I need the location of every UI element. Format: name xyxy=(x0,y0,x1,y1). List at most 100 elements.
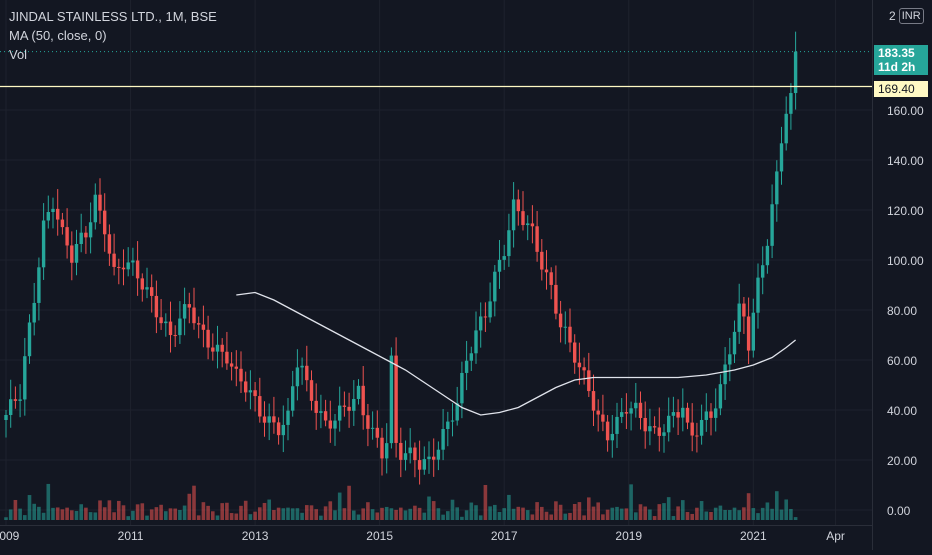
candle-body xyxy=(60,219,65,228)
y-tick-label: 0.00 xyxy=(887,504,911,518)
candle-body xyxy=(544,269,549,273)
candle-body xyxy=(281,424,285,436)
volume-bar xyxy=(258,507,262,520)
volume-bar xyxy=(229,513,234,520)
volume-bar xyxy=(493,504,497,520)
volume-bar xyxy=(333,510,337,520)
candle-body xyxy=(427,456,431,460)
ma-indicator-label[interactable]: MA (50, close, 0) xyxy=(9,28,107,43)
candle-body xyxy=(728,354,732,365)
volume-bar xyxy=(568,512,572,520)
candle-body xyxy=(573,342,577,363)
volume-bar xyxy=(295,508,300,520)
y-tick-label: 100.00 xyxy=(887,254,924,268)
volume-bar xyxy=(65,507,69,520)
candle-body xyxy=(215,344,220,352)
candle-body xyxy=(497,259,502,272)
volume-bar xyxy=(215,515,220,520)
volume-bar xyxy=(544,511,549,520)
y-tick-label: 140.00 xyxy=(887,154,924,168)
volume-bar xyxy=(149,509,154,520)
volume-bar xyxy=(201,502,206,520)
volume-bar xyxy=(756,513,760,520)
volume-bar xyxy=(535,502,539,520)
candle-body xyxy=(422,459,426,470)
currency-badge[interactable]: INR xyxy=(898,8,924,24)
volume-bar xyxy=(634,512,638,520)
candle-body xyxy=(295,367,300,387)
volume-bar xyxy=(638,504,643,520)
candle-body xyxy=(389,355,394,444)
volume-bar xyxy=(601,514,605,520)
volume-bar xyxy=(243,500,248,520)
candle-body xyxy=(385,443,389,459)
candle-body xyxy=(159,317,163,324)
candle-body xyxy=(577,362,582,368)
candle-body xyxy=(455,403,459,421)
candle-body xyxy=(23,356,27,400)
volume-bar xyxy=(403,510,408,520)
candle-body xyxy=(446,421,450,429)
candle-body xyxy=(192,307,196,324)
volume-bar xyxy=(211,511,215,520)
candle-body xyxy=(436,449,441,460)
volume-bar xyxy=(511,508,516,520)
volume-bar xyxy=(563,513,568,520)
candle-body xyxy=(267,416,271,423)
volume-bar xyxy=(93,512,98,520)
volume-bar xyxy=(464,510,469,520)
candle-body xyxy=(587,370,591,392)
volume-bar xyxy=(751,508,756,520)
candle-body xyxy=(507,230,511,257)
volume-bar xyxy=(525,510,530,520)
candle-body xyxy=(253,390,257,397)
candle-body xyxy=(121,267,126,270)
x-tick-label: Apr xyxy=(826,529,845,543)
x-tick-label: 2009 xyxy=(0,529,20,543)
candle-body xyxy=(638,402,643,418)
candle-body xyxy=(74,243,79,263)
volume-bar xyxy=(267,499,271,520)
candle-body xyxy=(413,447,417,461)
symbol-title[interactable]: JINDAL STAINLESS LTD., 1M, BSE xyxy=(9,9,217,24)
volume-bar xyxy=(380,507,384,520)
volume-bar xyxy=(516,506,521,520)
volume-bar xyxy=(474,505,478,520)
candle-body xyxy=(56,208,60,220)
candle-body xyxy=(460,372,464,404)
candle-body xyxy=(450,420,455,422)
y-tick-label: 120.00 xyxy=(887,204,924,218)
candle-body xyxy=(403,453,408,460)
volume-bar xyxy=(37,506,41,520)
candle-body xyxy=(718,384,723,409)
candle-body xyxy=(601,414,605,422)
volume-bar xyxy=(88,512,93,520)
volume-bar xyxy=(356,514,361,520)
volume-bar xyxy=(253,511,257,520)
volume-bar xyxy=(615,506,619,520)
price-scale-settings[interactable]: 2 INR xyxy=(889,6,924,26)
volume-bar xyxy=(713,507,718,520)
candle-body xyxy=(737,303,741,332)
volume-bar xyxy=(84,507,88,520)
candle-body xyxy=(126,262,130,270)
candle-body xyxy=(723,364,727,385)
last-price-value: 183.35 xyxy=(878,46,915,60)
volume-bar xyxy=(417,507,422,520)
volume-bar xyxy=(168,508,173,520)
volume-indicator-label[interactable]: Vol xyxy=(9,47,28,62)
volume-bar xyxy=(319,515,323,520)
volume-bar xyxy=(196,515,201,520)
candle-body xyxy=(225,351,229,364)
candle-body xyxy=(168,321,173,336)
candle-body xyxy=(65,227,69,246)
volume-bar xyxy=(732,507,737,520)
volume-bar xyxy=(478,515,483,520)
volume-bar xyxy=(121,505,126,520)
candle-body xyxy=(154,295,159,318)
candle-body xyxy=(784,113,788,144)
candle-body xyxy=(591,391,596,411)
volume-bar xyxy=(290,508,295,520)
